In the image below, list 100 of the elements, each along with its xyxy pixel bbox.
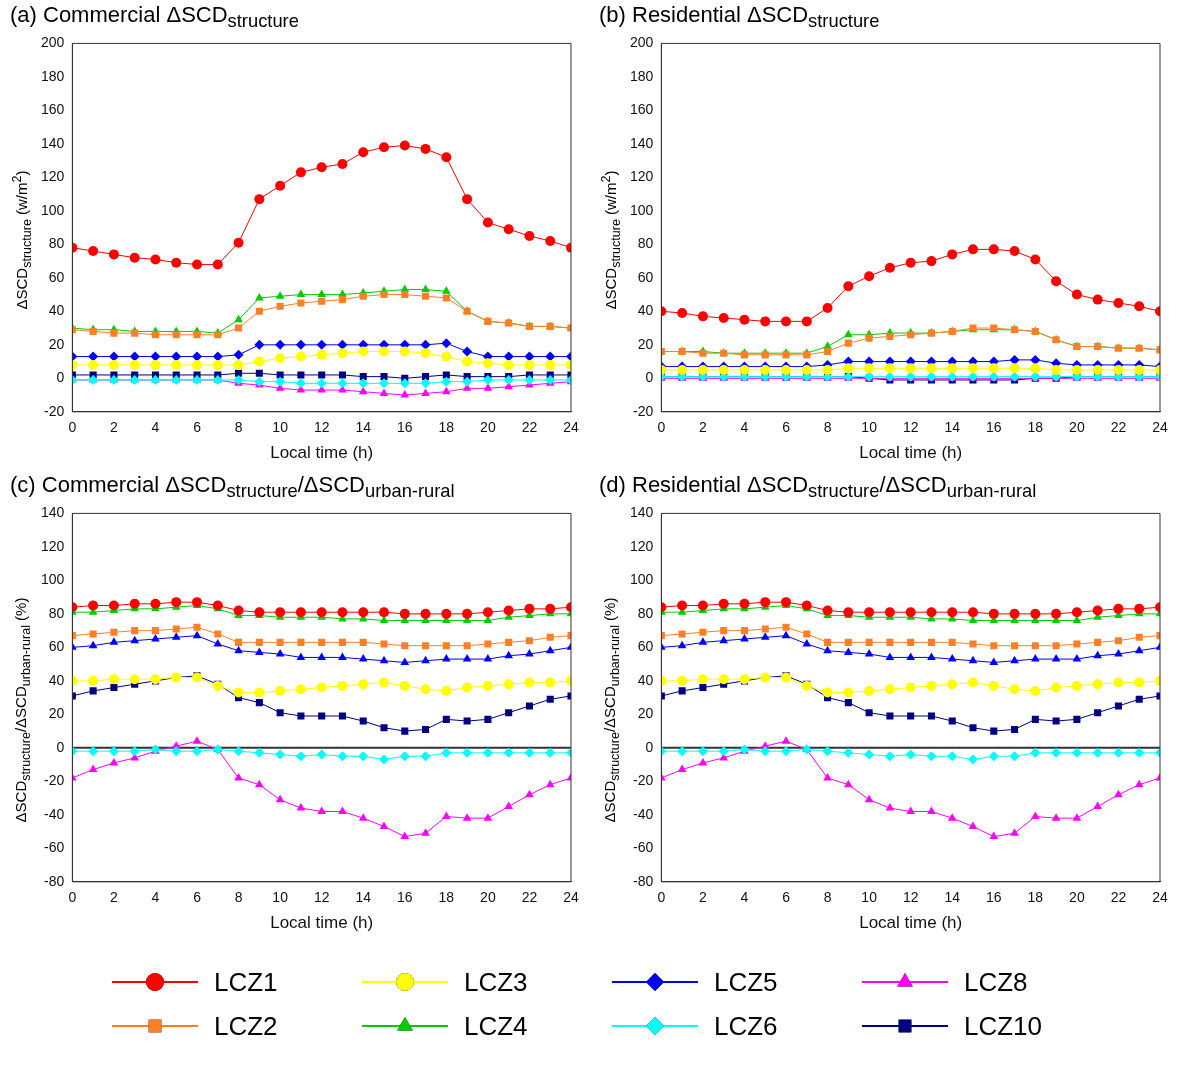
- y-tick-label: 60: [637, 268, 654, 285]
- x-tick-label: 6: [193, 889, 202, 906]
- x-tick-label: 10: [272, 889, 289, 906]
- y-tick-label: 100: [41, 571, 65, 588]
- y-tick-label: 140: [630, 134, 654, 151]
- y-tick-label: 180: [630, 67, 654, 84]
- x-tick-label: 16: [986, 419, 1002, 436]
- y-tick-label: 40: [48, 671, 65, 688]
- y-tick-label: 120: [630, 168, 654, 185]
- y-tick-label: 40: [637, 302, 654, 319]
- y-tick-label: 140: [41, 134, 65, 151]
- chart-title: (d) Residential ΔSCD$_{structure}$/ΔSCD$_{urban-rural}$: [599, 471, 1038, 502]
- x-tick-label: 6: [782, 419, 791, 436]
- x-tick-label: 18: [438, 419, 455, 436]
- y-tick-label: 40: [48, 302, 65, 319]
- y-tick-label: 20: [637, 705, 654, 722]
- x-axis-title: Local time (h): [859, 913, 963, 933]
- y-tick-label: 100: [630, 571, 654, 588]
- x-tick-label: 4: [151, 889, 160, 906]
- y-tick-label: -60: [44, 839, 65, 856]
- y-tick-label: -20: [44, 402, 65, 419]
- x-tick-label: 12: [902, 419, 919, 436]
- y-tick-label: 0: [56, 738, 65, 755]
- x-tick-label: 24: [1152, 889, 1168, 906]
- x-tick-label: 0: [657, 889, 666, 906]
- y-tick-label: 0: [645, 738, 654, 755]
- x-tick-label: 24: [1152, 419, 1168, 436]
- x-tick-label: 22: [521, 889, 538, 906]
- legend-label: LCZ1: [214, 966, 278, 998]
- y-tick-label: 20: [637, 335, 654, 352]
- legend-label: LCZ3: [464, 966, 528, 998]
- y-tick-label: 160: [630, 101, 654, 118]
- y-tick-label: -60: [633, 839, 654, 856]
- x-tick-label: 8: [234, 889, 243, 906]
- x-tick-label: 18: [1027, 419, 1044, 436]
- x-tick-label: 22: [521, 419, 538, 436]
- x-tick-label: 14: [355, 889, 372, 906]
- y-tick-label: 20: [48, 335, 65, 352]
- x-tick-label: 20: [480, 889, 496, 906]
- x-tick-label: 22: [1110, 889, 1127, 906]
- legend-label: LCZ4: [464, 1010, 528, 1042]
- y-tick-label: -40: [633, 805, 654, 822]
- x-tick-label: 14: [944, 889, 961, 906]
- y-tick-label: -20: [633, 402, 654, 419]
- y-tick-label: 80: [48, 604, 65, 621]
- x-tick-label: 18: [438, 889, 455, 906]
- x-tick-label: 8: [234, 419, 243, 436]
- chart-title: (b) Residential ΔSCD$_{structure}$: [599, 1, 881, 32]
- x-tick-label: 20: [480, 419, 496, 436]
- y-tick-label: 20: [48, 705, 65, 722]
- x-tick-label: 14: [355, 419, 372, 436]
- y-tick-label: 100: [41, 201, 65, 218]
- x-tick-label: 14: [944, 419, 961, 436]
- x-tick-label: 10: [861, 889, 878, 906]
- y-tick-label: 80: [637, 235, 654, 252]
- y-tick-label: 60: [637, 638, 654, 655]
- x-tick-label: 22: [1110, 419, 1127, 436]
- x-tick-label: 24: [563, 419, 579, 436]
- legend-label: LCZ10: [964, 1010, 1043, 1042]
- x-axis-title: Local time (h): [859, 443, 963, 463]
- y-tick-label: -80: [44, 872, 65, 889]
- y-tick-label: 80: [637, 604, 654, 621]
- x-tick-label: 20: [1069, 419, 1085, 436]
- x-tick-label: 4: [740, 889, 749, 906]
- x-tick-label: 8: [823, 419, 832, 436]
- x-tick-label: 16: [986, 889, 1002, 906]
- x-tick-label: 10: [861, 419, 878, 436]
- y-tick-label: 120: [41, 168, 65, 185]
- x-tick-label: 12: [313, 419, 330, 436]
- x-tick-label: 4: [151, 419, 160, 436]
- y-tick-label: -40: [44, 805, 65, 822]
- y-tick-label: 60: [48, 638, 65, 655]
- x-axis-title: Local time (h): [270, 913, 374, 933]
- x-axis-title: Local time (h): [270, 443, 374, 463]
- chart-title: (a) Commercial ΔSCD$_{structure}$: [10, 1, 300, 32]
- x-tick-label: 0: [68, 889, 77, 906]
- x-tick-label: 16: [397, 889, 413, 906]
- x-tick-label: 0: [657, 419, 666, 436]
- y-tick-label: 160: [41, 101, 65, 118]
- x-tick-label: 2: [110, 889, 119, 906]
- legend-label: LCZ5: [714, 966, 778, 998]
- x-tick-label: 16: [397, 419, 413, 436]
- x-tick-label: 4: [740, 419, 749, 436]
- y-tick-label: -20: [633, 772, 654, 789]
- legend-label: LCZ2: [214, 1010, 278, 1042]
- legend-label: LCZ8: [964, 966, 1028, 998]
- chart-title: (c) Commercial ΔSCD$_{structure}$/ΔSCD$_{urban-rural}$: [10, 471, 456, 502]
- x-tick-label: 18: [1027, 889, 1044, 906]
- x-tick-label: 12: [902, 889, 919, 906]
- x-tick-label: 12: [313, 889, 330, 906]
- y-tick-label: 100: [630, 201, 654, 218]
- x-tick-label: 20: [1069, 889, 1085, 906]
- y-tick-label: 180: [41, 67, 65, 84]
- x-tick-label: 6: [193, 419, 202, 436]
- x-tick-label: 0: [68, 419, 77, 436]
- x-tick-label: 2: [699, 889, 708, 906]
- y-tick-label: 60: [48, 268, 65, 285]
- y-tick-label: 200: [630, 34, 654, 51]
- y-tick-label: -80: [633, 872, 654, 889]
- y-tick-label: 40: [637, 671, 654, 688]
